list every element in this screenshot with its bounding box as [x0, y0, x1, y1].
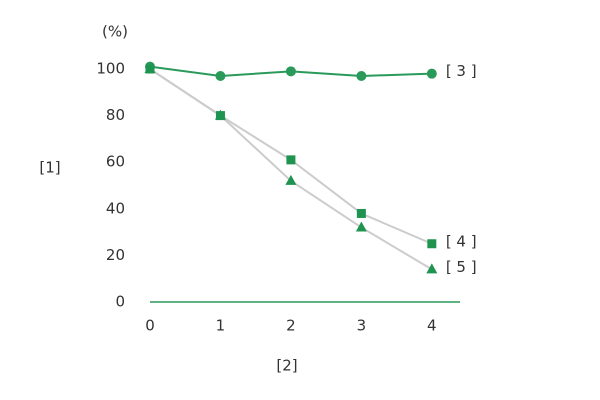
series-line — [149, 68, 433, 271]
unit-label: (%) — [102, 23, 128, 41]
y-tick-label: 60 — [106, 153, 125, 171]
legend-label: [ 4 ] — [446, 232, 477, 250]
marker — [355, 221, 367, 232]
marker — [286, 155, 296, 165]
y-tick-label: 80 — [106, 106, 125, 124]
y-axis-label: [1] — [39, 159, 60, 177]
y-tick-label: 100 — [96, 60, 125, 78]
legend-label: [ 3 ] — [446, 62, 477, 80]
x-tick-label: 4 — [427, 317, 437, 335]
marker — [285, 66, 296, 77]
y-tick-label: 20 — [106, 246, 125, 264]
marker — [427, 239, 437, 249]
x-tick-label: 2 — [286, 317, 296, 335]
marker — [214, 109, 226, 120]
x-tick-label: 1 — [216, 317, 226, 335]
x-tick-label: 3 — [357, 317, 367, 335]
marker — [426, 68, 437, 79]
marker — [356, 208, 366, 218]
marker — [215, 70, 226, 81]
marker — [426, 263, 438, 274]
y-tick-label: 40 — [106, 199, 125, 217]
marker — [356, 70, 367, 81]
x-axis-label: [2] — [276, 357, 297, 375]
marker — [285, 174, 297, 185]
y-tick-label: 0 — [115, 293, 125, 311]
marker — [144, 63, 156, 73]
x-tick-label: 0 — [145, 317, 155, 335]
legend-label: [ 5 ] — [446, 258, 477, 276]
